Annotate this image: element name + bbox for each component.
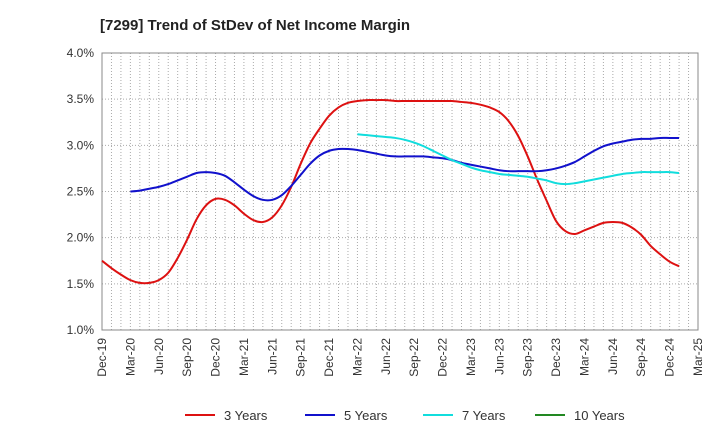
x-tick-label: Sep-20 bbox=[180, 338, 194, 377]
x-tick-label: Jun-20 bbox=[152, 338, 166, 375]
chart-axes: 1.0% 1.5% 2.0% 2.5% 3.0% 3.5% 4.0% Dec-19 Mar-20… bbox=[67, 46, 705, 377]
x-tick-label: Mar-21 bbox=[237, 338, 251, 376]
x-tick-label: Jun-24 bbox=[606, 338, 620, 375]
legend-label: 5 Years bbox=[344, 408, 388, 423]
y-tick-label: 4.0% bbox=[67, 46, 95, 60]
y-tick-label: 3.5% bbox=[67, 92, 95, 106]
x-tick-label: Mar-20 bbox=[123, 338, 137, 376]
y-tick-label: 3.0% bbox=[67, 138, 95, 152]
plot-border bbox=[101, 52, 699, 331]
x-tick-label: Jun-22 bbox=[379, 338, 393, 375]
y-tick-label: 2.0% bbox=[67, 231, 95, 245]
x-tick-label: Dec-23 bbox=[549, 338, 563, 377]
series-line-1 bbox=[101, 99, 680, 285]
y-tick-label: 1.0% bbox=[67, 323, 95, 337]
x-tick-label: Mar-24 bbox=[577, 338, 591, 376]
x-tick-label: Dec-24 bbox=[663, 338, 677, 377]
legend-label: 10 Years bbox=[574, 408, 625, 423]
chart-series-group bbox=[101, 99, 680, 285]
series-line-2 bbox=[130, 136, 680, 202]
x-tick-label: Sep-21 bbox=[294, 338, 308, 377]
x-tick-label: Mar-23 bbox=[464, 338, 478, 376]
y-tick-label: 1.5% bbox=[67, 277, 95, 291]
y-tick-label: 2.5% bbox=[67, 185, 95, 199]
x-tick-label: Mar-25 bbox=[691, 338, 705, 376]
x-tick-label: Dec-21 bbox=[322, 338, 336, 377]
x-tick-label: Jun-23 bbox=[492, 338, 506, 375]
x-tick-label: Sep-23 bbox=[521, 338, 535, 377]
x-tick-label: Jun-21 bbox=[265, 338, 279, 375]
x-tick-label: Dec-19 bbox=[95, 338, 109, 377]
series-line-3 bbox=[357, 133, 680, 186]
x-tick-label: Sep-22 bbox=[407, 338, 421, 377]
chart-title: [7299] Trend of StDev of Net Income Marg… bbox=[100, 17, 410, 34]
x-tick-label: Dec-22 bbox=[436, 338, 450, 377]
legend-label: 3 Years bbox=[224, 408, 268, 423]
x-tick-label: Mar-22 bbox=[350, 338, 364, 376]
x-tick-label: Sep-24 bbox=[634, 338, 648, 377]
chart-legend: 3 Years 5 Years 7 Years 10 Years bbox=[185, 408, 625, 423]
x-tick-label: Dec-20 bbox=[209, 338, 223, 377]
legend-label: 7 Years bbox=[462, 408, 506, 423]
chart-grid bbox=[102, 53, 698, 330]
